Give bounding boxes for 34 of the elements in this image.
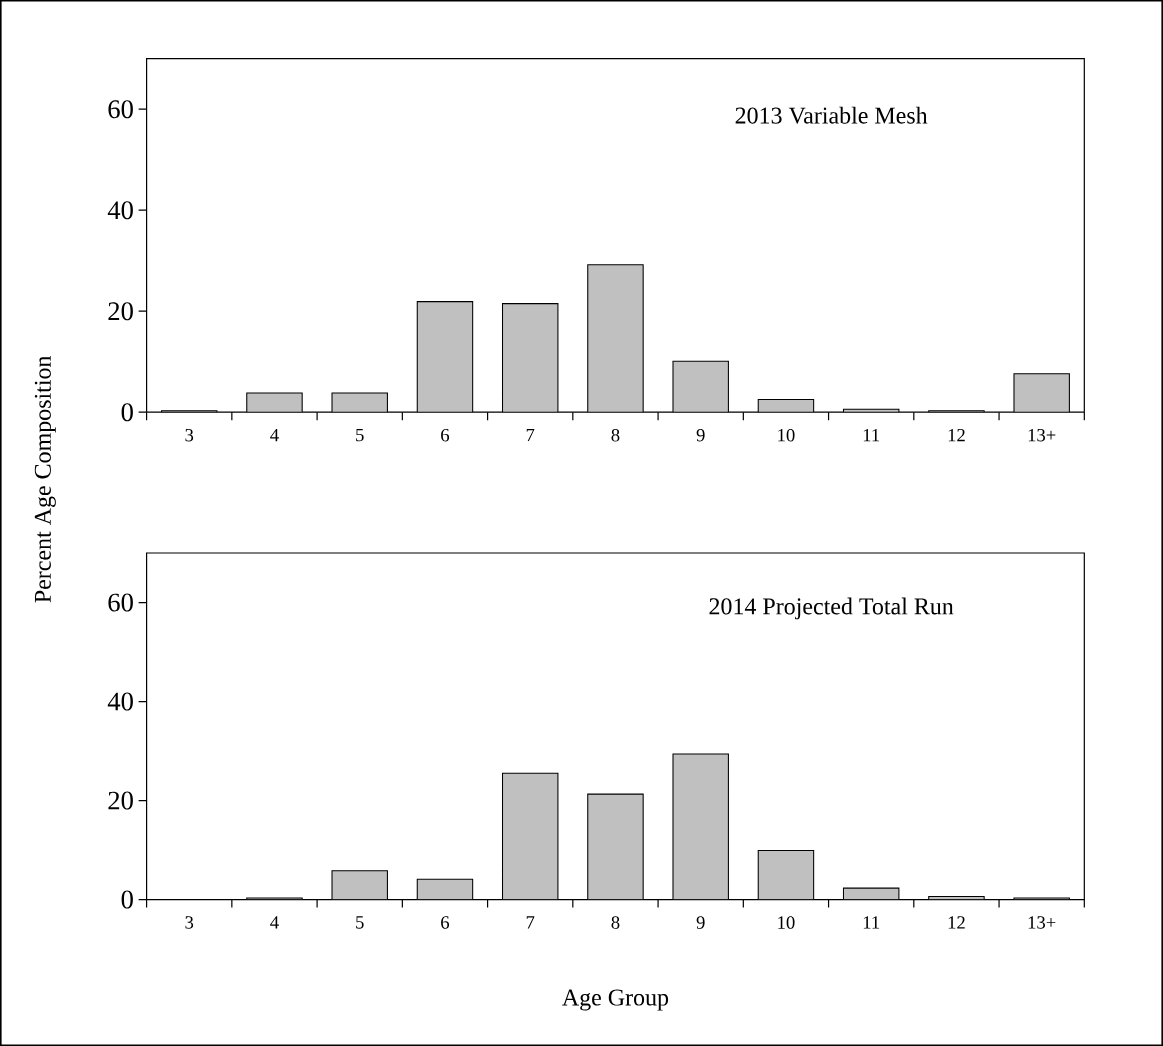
x-tick-label: 12 <box>948 916 965 929</box>
x-tick-label: 6 <box>441 428 450 442</box>
x-tick-label: 10 <box>778 916 795 929</box>
x-tick-label: 13+ <box>1028 916 1056 929</box>
y-tick-label: 20 <box>108 302 133 321</box>
x-tick-label: 5 <box>356 428 364 442</box>
x-tick-label: 11 <box>863 916 880 929</box>
y-tick-label: 40 <box>107 692 133 711</box>
x-tick-label: 3 <box>185 428 194 442</box>
x-tick-label: 13+ <box>1028 428 1056 442</box>
x-tick-label: 10 <box>778 428 795 442</box>
x-tick-label: 8 <box>611 916 620 929</box>
x-tick-label: 4 <box>270 916 279 929</box>
x-tick-label: 4 <box>270 428 279 442</box>
annotation: 2013 Variable Mesh <box>735 106 928 124</box>
x-tick-label: 5 <box>356 916 364 929</box>
x-tick-label: 12 <box>948 428 965 442</box>
x-tick-label: 6 <box>441 916 450 929</box>
x-tick-label: 7 <box>526 916 535 929</box>
x-tick-label: 3 <box>185 916 194 929</box>
y-tick-label: 60 <box>108 593 133 612</box>
y-tick-label: 20 <box>108 791 133 810</box>
x-tick-label: 7 <box>526 428 535 442</box>
y-tick-label: 0 <box>121 403 133 422</box>
y-axis-title: Percent Age Composition <box>34 355 56 603</box>
x-tick-label: 8 <box>611 428 620 442</box>
x-tick-label: 9 <box>696 916 705 929</box>
y-tick-label: 60 <box>108 100 133 119</box>
annotation: 2014 Projected Total Run <box>709 597 954 620</box>
x-tick-label: 11 <box>863 428 880 442</box>
x-axis-title: Age Group <box>562 989 669 1011</box>
y-tick-label: 0 <box>121 890 133 909</box>
y-tick-label: 40 <box>107 201 133 220</box>
x-tick-label: 9 <box>696 428 705 442</box>
